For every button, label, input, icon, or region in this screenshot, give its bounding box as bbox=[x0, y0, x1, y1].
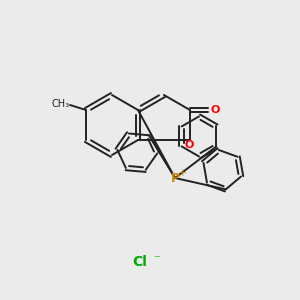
Text: +: + bbox=[178, 168, 186, 178]
Text: P: P bbox=[170, 172, 180, 184]
Text: ⁻: ⁻ bbox=[153, 254, 159, 266]
Text: CH₃: CH₃ bbox=[52, 99, 70, 109]
Text: O: O bbox=[210, 105, 220, 115]
Text: Cl: Cl bbox=[133, 255, 147, 269]
Text: O: O bbox=[184, 140, 194, 150]
